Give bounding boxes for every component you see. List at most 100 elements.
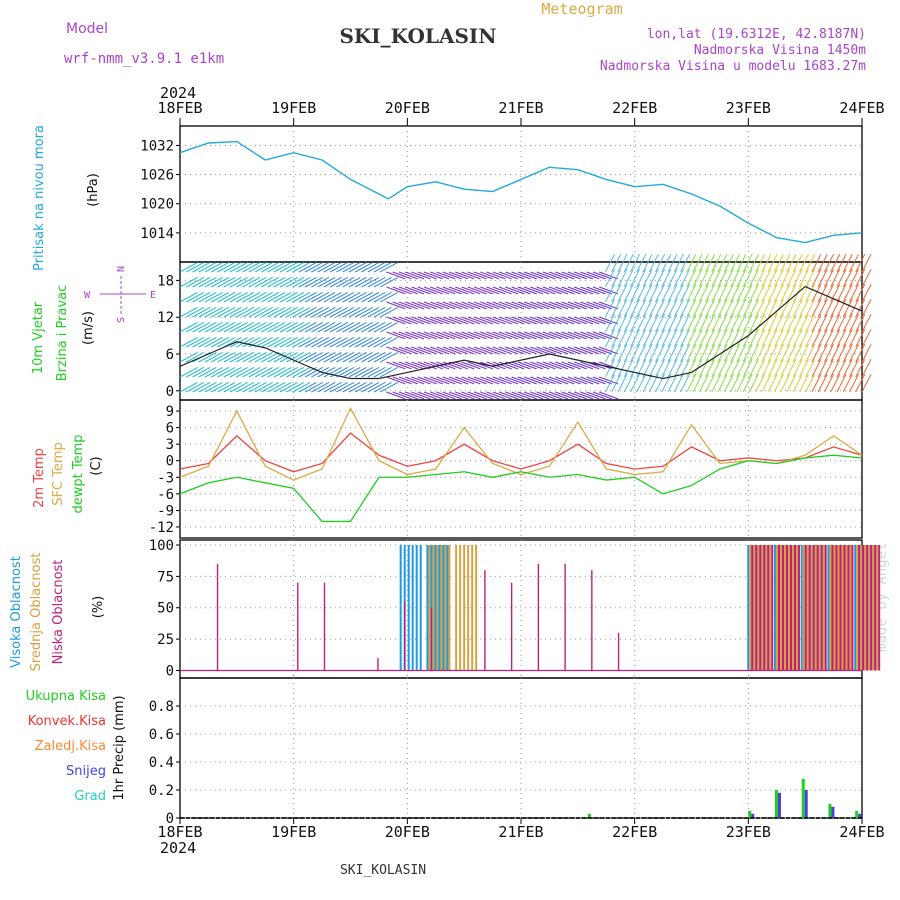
wind-barb bbox=[417, 316, 437, 325]
wind-barb bbox=[405, 376, 425, 385]
wind-barb bbox=[780, 283, 791, 303]
wind-barb bbox=[836, 253, 847, 273]
wind-barb bbox=[623, 313, 634, 333]
wind-barb bbox=[555, 376, 575, 385]
wind-barb bbox=[405, 286, 425, 295]
wind-barb bbox=[186, 321, 205, 333]
wind-barb bbox=[648, 253, 659, 273]
wind-barb bbox=[398, 286, 418, 295]
cloud-ytick-label: 50 bbox=[157, 601, 174, 617]
date-label-top: 20FEB bbox=[385, 99, 430, 117]
wind-barb bbox=[304, 291, 323, 303]
wind-barb bbox=[480, 346, 500, 355]
wind-barb bbox=[648, 268, 659, 288]
wind-barb bbox=[480, 301, 500, 310]
wind-barb bbox=[667, 253, 678, 273]
wind-barbs bbox=[179, 253, 872, 400]
wind-barb bbox=[398, 361, 418, 370]
wind-barb bbox=[761, 298, 772, 318]
wind-barb bbox=[798, 298, 809, 318]
wind-barb bbox=[348, 261, 367, 273]
wind-barb bbox=[505, 376, 525, 385]
wind-barb bbox=[279, 336, 298, 348]
wind-barb bbox=[267, 306, 286, 318]
wind-barb bbox=[436, 316, 456, 325]
wind-barb bbox=[617, 253, 628, 273]
wind-barb bbox=[711, 298, 722, 318]
wind-barb bbox=[623, 328, 634, 348]
wind-barb bbox=[342, 306, 361, 318]
wind-barb bbox=[574, 301, 594, 310]
wind-barb bbox=[254, 276, 273, 288]
wind-barb bbox=[386, 316, 406, 325]
wind-barb bbox=[442, 346, 462, 355]
meteogram-label: Meteogram bbox=[541, 0, 622, 18]
wind-barb bbox=[373, 351, 392, 363]
wind-barb bbox=[186, 381, 205, 393]
wind-barb bbox=[686, 283, 697, 303]
wind-barb bbox=[786, 328, 797, 348]
wind-barb bbox=[861, 343, 872, 363]
station-title: SKI_KOLASIN bbox=[339, 24, 496, 48]
wind-barb bbox=[442, 391, 462, 400]
wind-barb bbox=[417, 286, 437, 295]
wind-barb bbox=[286, 381, 305, 393]
wind-barb bbox=[861, 283, 872, 303]
wind-barb bbox=[442, 286, 462, 295]
wind-barb bbox=[511, 271, 531, 280]
wind-barb bbox=[686, 373, 697, 393]
wind-barb bbox=[298, 381, 317, 393]
wind-barb bbox=[542, 331, 562, 340]
wind-barb bbox=[254, 366, 273, 378]
wind-barb bbox=[617, 358, 628, 378]
wind-barb bbox=[792, 328, 803, 348]
date-label-top: 19FEB bbox=[271, 99, 316, 117]
wind-barb bbox=[542, 316, 562, 325]
wind-barb bbox=[254, 306, 273, 318]
wind-barb bbox=[723, 373, 734, 393]
wind-barb bbox=[667, 283, 678, 303]
wind-barb bbox=[392, 316, 412, 325]
wind-barb bbox=[367, 381, 386, 393]
wind-barb bbox=[186, 366, 205, 378]
wind-barb bbox=[742, 283, 753, 303]
wind-barb bbox=[536, 301, 556, 310]
wind-barb bbox=[767, 253, 778, 273]
wind-barb bbox=[336, 366, 355, 378]
wind-barb bbox=[198, 291, 217, 303]
wind-barb bbox=[198, 351, 217, 363]
wind-barb bbox=[555, 286, 575, 295]
wind-barb bbox=[817, 298, 828, 318]
wind-barb bbox=[405, 361, 425, 370]
wind-barb bbox=[698, 268, 709, 288]
wind-barb bbox=[705, 283, 716, 303]
wind-barb bbox=[673, 313, 684, 333]
wind-barb bbox=[354, 366, 373, 378]
wind-barb bbox=[342, 336, 361, 348]
wind-barb bbox=[580, 271, 600, 280]
wind-barb bbox=[198, 261, 217, 273]
wind-barb bbox=[580, 361, 600, 370]
wind-barb bbox=[599, 301, 619, 310]
wind-barb bbox=[379, 381, 399, 393]
wind-barb bbox=[273, 306, 292, 318]
wind-barb bbox=[548, 286, 569, 295]
wind-barb bbox=[486, 301, 506, 310]
wind-barb bbox=[792, 373, 803, 393]
wind-barb bbox=[323, 381, 342, 393]
wind-barb bbox=[580, 286, 600, 295]
wind-barb bbox=[217, 291, 236, 303]
wind-barb bbox=[317, 291, 336, 303]
wind-barb bbox=[379, 351, 399, 363]
wind-compass: N S W E bbox=[84, 266, 156, 323]
wind-barb bbox=[642, 373, 653, 393]
wind-barb bbox=[736, 328, 747, 348]
wind-barb bbox=[461, 346, 481, 355]
wind-barb bbox=[830, 268, 841, 288]
wind-barb bbox=[548, 376, 569, 385]
wind-barb bbox=[667, 373, 678, 393]
wind-barb bbox=[817, 373, 828, 393]
temp-ytick-label: -3 bbox=[157, 470, 174, 486]
wind-barb bbox=[623, 268, 634, 288]
wind-barb bbox=[798, 268, 809, 288]
